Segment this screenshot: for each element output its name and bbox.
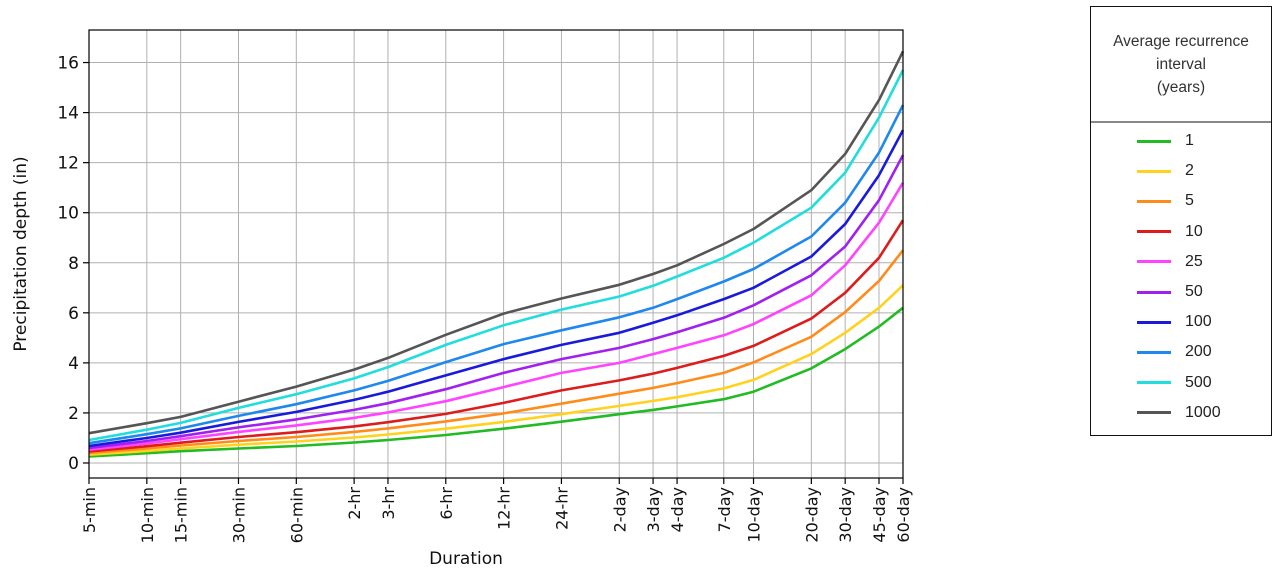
- legend-title: Average recurrence interval (years): [1091, 7, 1271, 123]
- y-tick-label: 2: [68, 404, 79, 424]
- legend-label: 25: [1185, 252, 1203, 270]
- legend-item: 500: [1091, 373, 1212, 393]
- y-tick-label: 0: [68, 454, 79, 474]
- x-tick-label: 5-min: [80, 487, 99, 533]
- series-line-200: [88, 104, 905, 445]
- x-tick-label: 10-min: [138, 487, 157, 543]
- series-line-1: [88, 306, 904, 458]
- y-tick-label: 12: [57, 154, 79, 174]
- legend-swatch: [1137, 169, 1171, 173]
- legend-item: 5: [1091, 191, 1194, 211]
- legend-label: 50: [1185, 283, 1203, 300]
- series-line-5: [88, 249, 905, 455]
- legend-item: 200: [1091, 342, 1212, 362]
- x-tick-label: 10-day: [745, 487, 764, 543]
- x-tick-label: 3-hr: [379, 487, 398, 520]
- legend-swatch: [1137, 199, 1171, 203]
- plot-frame: [88, 29, 904, 479]
- legend-label: 1: [1185, 132, 1194, 149]
- series-line-500: [88, 69, 905, 442]
- series-line-10: [88, 219, 905, 453]
- x-axis-label: Duration: [429, 549, 503, 569]
- legend-label: 200: [1185, 343, 1212, 361]
- legend-label: 10: [1185, 222, 1203, 240]
- legend-label: 5: [1185, 192, 1194, 210]
- legend-item: 100: [1091, 312, 1212, 332]
- legend-item: 1000: [1091, 403, 1221, 423]
- x-tick-label: 6-hr: [437, 487, 456, 520]
- legend-swatch: [1137, 260, 1171, 264]
- x-tick-label: 7-day: [715, 487, 734, 532]
- y-tick-label: 8: [68, 254, 79, 274]
- x-tick-label: 12-hr: [495, 487, 514, 530]
- x-tick-label: 2-day: [610, 487, 629, 532]
- series-lines: [88, 50, 905, 458]
- idf-line-chart: 0 2 4 6 8 10 12 14 16 5-min 10-min 15-min 30-min 60-…: [11, 29, 913, 569]
- legend-item: 2: [1091, 161, 1194, 181]
- y-axis-ticks: 0 2 4 6 8 10 12 14 16: [57, 54, 89, 474]
- series-line-1000: [88, 50, 905, 435]
- series-line-100: [88, 129, 905, 448]
- legend-label: 500: [1185, 373, 1212, 391]
- legend-swatch: [1137, 320, 1171, 324]
- y-tick-label: 14: [57, 104, 79, 124]
- legend-label: 100: [1185, 313, 1212, 331]
- series-line-2: [88, 284, 904, 456]
- y-tick-label: 6: [68, 304, 79, 324]
- series-line-50: [88, 154, 905, 450]
- legend-item: 1: [1091, 131, 1194, 151]
- legend-item: 25: [1091, 252, 1203, 272]
- legend-label: 1000: [1185, 403, 1221, 421]
- x-axis-ticks: 5-min 10-min 15-min 30-min 60-min 2-hr 3-hr 6-h…: [80, 478, 913, 543]
- x-tick-label: 45-day: [870, 487, 889, 543]
- x-tick-label: 30-min: [229, 487, 248, 543]
- x-tick-label: 60-day: [894, 487, 913, 543]
- x-tick-label: 4-day: [668, 487, 687, 532]
- legend-swatch: [1137, 290, 1171, 294]
- x-tick-label: 30-day: [836, 487, 855, 543]
- legend-swatch: [1137, 230, 1171, 234]
- grid: [88, 30, 904, 478]
- x-tick-label: 3-day: [644, 487, 663, 532]
- y-axis-label: Precipitation depth (in): [11, 156, 31, 351]
- y-tick-label: 10: [57, 204, 79, 224]
- legend-item: 10: [1091, 222, 1203, 242]
- y-tick-label: 4: [68, 354, 79, 374]
- x-tick-label: 15-min: [172, 487, 191, 543]
- legend-swatch: [1137, 411, 1171, 415]
- legend-swatch: [1137, 139, 1171, 143]
- x-tick-label: 2-hr: [345, 487, 364, 520]
- legend-swatch: [1137, 381, 1171, 385]
- legend-item: 50: [1091, 282, 1203, 302]
- legend-label: 2: [1185, 162, 1194, 180]
- series-line-25: [88, 182, 905, 451]
- x-tick-label: 20-day: [802, 487, 821, 543]
- x-tick-label: 24-hr: [552, 487, 571, 530]
- legend-swatch: [1137, 350, 1171, 354]
- x-tick-label: 60-min: [287, 487, 306, 543]
- y-tick-label: 16: [57, 54, 79, 74]
